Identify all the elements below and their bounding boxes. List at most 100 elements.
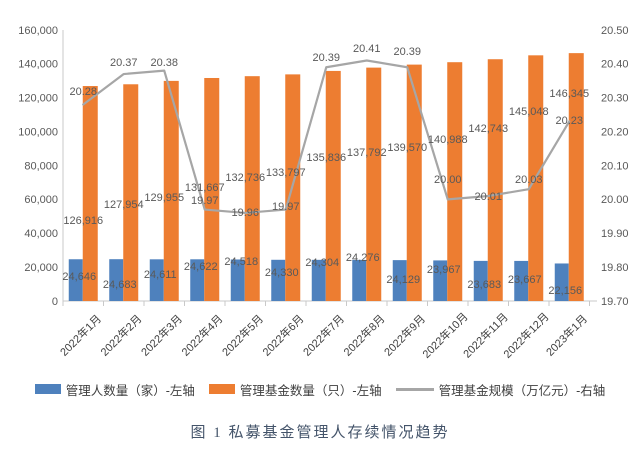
manager-count-bar (514, 260, 529, 301)
fund-count-label: 139,570 (387, 142, 427, 154)
fund-scale-label: 19.97 (191, 195, 219, 207)
manager-count-label: 24,518 (224, 256, 258, 268)
fund-count-bar (82, 86, 98, 301)
fund-count-label: 146,345 (549, 88, 589, 100)
right-axis-tick-label: 20.00 (601, 194, 629, 206)
right-axis-tick-label: 20.30 (601, 93, 629, 105)
left-axis-tick-label: 160,000 (18, 25, 58, 37)
manager-count-bar (230, 259, 245, 301)
fund-count-label: 135,836 (306, 152, 346, 164)
fund-scale-label: 20.01 (474, 191, 502, 203)
manager-count-bar (392, 260, 407, 301)
right-axis-tick-label: 19.70 (601, 296, 629, 308)
left-axis-tick-label: 100,000 (18, 126, 58, 138)
fund-count-label: 132,736 (225, 172, 265, 184)
chart-legend: 管理人数量（家）-左轴 管理基金数量（只）-左轴 管理基金规模（万亿元）-右轴 (0, 379, 640, 399)
manager-count-bar (190, 259, 205, 301)
fund-scale-line (82, 59, 571, 215)
fund-count-label: 142,743 (468, 123, 508, 135)
legend-item-scale: 管理基金规模（万亿元）-右轴 (395, 380, 606, 399)
fund-scale-label: 20.37 (110, 57, 138, 69)
manager-count-label: 24,330 (265, 267, 299, 279)
manager-count-bar (68, 259, 83, 301)
x-axis-label: 2022年8月 (340, 312, 387, 359)
manager-count-label: 24,276 (346, 252, 380, 264)
left-axis-tick-label: 20,000 (24, 262, 58, 274)
right-axis-tick-label: 20.20 (601, 126, 629, 138)
manager-count-label: 24,683 (103, 279, 137, 291)
fund-count-label: 140,988 (428, 134, 468, 146)
fund-count-label: 133,797 (266, 167, 306, 179)
fund-series-swatch (208, 384, 235, 394)
manager-count-label: 24,622 (184, 261, 218, 273)
fund-count-bar (568, 53, 584, 301)
fund-scale-label: 19.96 (231, 207, 259, 219)
left-axis-tick-label: 60,000 (24, 194, 58, 206)
left-axis-tick-label: 40,000 (24, 228, 58, 240)
fund-count-bar (447, 62, 463, 302)
figure-caption: 图 1 私募基金管理人存续情况趋势 (190, 425, 450, 441)
x-axis-label: 2022年7月 (300, 312, 347, 359)
x-axis-label: 2022年6月 (259, 312, 306, 359)
legend-item-funds: 管理基金数量（只）-左轴 (208, 380, 382, 399)
fund-count-bar (406, 64, 422, 302)
manager-count-label: 23,683 (467, 279, 501, 291)
fund-count-label: 131,667 (185, 182, 225, 194)
manager-series-label: 管理人数量（家）-左轴 (65, 383, 195, 398)
manager-count-label: 23,667 (508, 274, 542, 286)
left-axis-tick-label: 80,000 (24, 160, 58, 172)
left-axis-tick-label: 120,000 (18, 93, 58, 105)
manager-count-bar (352, 259, 367, 301)
manager-series-swatch (34, 384, 61, 394)
fund-scale-label: 20.03 (515, 174, 543, 186)
manager-count-bar (109, 259, 124, 301)
trend-combo-chart: 0 20,000 40,000 60,000 80,000 100,000 120,000 1… (18, 25, 629, 361)
fund-scale-label: 20.00 (434, 174, 462, 186)
fund-scale-label: 20.39 (393, 46, 421, 58)
manager-count-bar (271, 259, 286, 301)
right-axis-tick-label: 20.40 (601, 59, 629, 71)
manager-count-bar (311, 259, 326, 301)
manager-count-bar (473, 260, 488, 301)
fund-count-bar (366, 67, 382, 301)
fund-count-bar (487, 59, 503, 302)
fund-count-label: 129,955 (144, 192, 184, 204)
right-axis-tick-label: 20.50 (601, 25, 629, 37)
x-axis-label: 2022年1月 (57, 312, 104, 359)
manager-count-label: 24,304 (305, 257, 339, 269)
legend-item-managers: 管理人数量（家）-左轴 (34, 380, 195, 399)
manager-count-bar (554, 263, 569, 301)
manager-count-label: 24,646 (62, 271, 96, 283)
fund-scale-label: 20.41 (353, 43, 381, 55)
x-axis-label: 2022年3月 (138, 312, 185, 359)
left-axis-tick-label: 0 (52, 296, 58, 308)
fund-count-label: 145,048 (509, 106, 549, 118)
fund-scale-label: 20.38 (150, 57, 178, 69)
manager-count-bar (149, 259, 164, 301)
fund-count-label: 137,792 (347, 147, 387, 159)
x-axis-label: 2022年4月 (178, 312, 225, 359)
fund-count-bar (163, 80, 179, 301)
fund-count-bar (325, 70, 341, 302)
manager-count-label: 24,611 (144, 269, 177, 281)
scale-series-swatch (395, 387, 434, 391)
manager-count-label: 22,156 (548, 285, 582, 297)
left-axis-tick-label: 140,000 (18, 59, 58, 71)
right-axis-tick-label: 20.10 (601, 160, 629, 172)
fund-count-label: 127,954 (104, 199, 144, 211)
manager-count-label: 23,967 (427, 264, 461, 276)
manager-count-bar (433, 260, 448, 301)
right-axis-tick-label: 19.80 (601, 262, 629, 274)
fund-scale-label: 19.97 (272, 201, 300, 213)
right-axis-tick-label: 19.90 (601, 228, 629, 240)
manager-count-label: 24,129 (386, 274, 420, 286)
fund-series-label: 管理基金数量（只）-左轴 (239, 383, 382, 398)
fund-scale-label: 20.28 (69, 86, 97, 98)
fund-count-bar (123, 84, 139, 301)
fund-scale-label: 20.23 (555, 115, 583, 127)
x-axis-label: 2022年5月 (219, 312, 266, 359)
scale-series-label: 管理基金规模（万亿元）-右轴 (438, 383, 606, 398)
fund-count-bar (204, 77, 220, 302)
fund-count-bar (244, 76, 260, 301)
